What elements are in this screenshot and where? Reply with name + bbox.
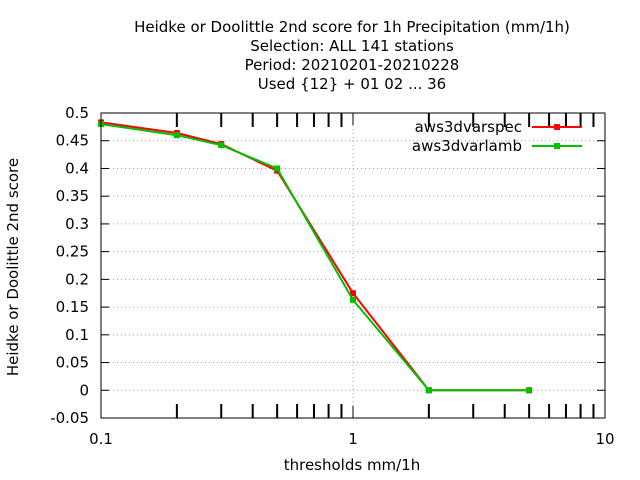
y-tick-label: 0.15 xyxy=(56,298,89,316)
data-point-aws3dvarlamb xyxy=(425,387,432,394)
series-line-aws3dvarspec xyxy=(100,121,530,392)
y-tick-label: 0.4 xyxy=(65,159,89,177)
title-line-1: Heidke or Doolittle 2nd score for 1h Pre… xyxy=(134,18,570,36)
y-tick-label: 0 xyxy=(79,381,89,399)
series-line-aws3dvarlamb xyxy=(100,123,530,392)
y-tick-label: 0.1 xyxy=(65,326,89,344)
plot-frame xyxy=(100,112,606,419)
data-point-aws3dvarlamb xyxy=(526,387,533,394)
legend-label-aws3dvarspec: aws3dvarspec xyxy=(415,118,522,136)
title-line-4: Used {12} + 01 02 ... 36 xyxy=(258,75,446,93)
y-tick-label: 0.45 xyxy=(56,132,89,150)
legend-marker-aws3dvarlamb xyxy=(554,143,560,149)
y-tick-label: 0.3 xyxy=(65,215,89,233)
data-point-aws3dvarlamb xyxy=(173,132,180,139)
tick-labels: -0.05 0 0.05 0.1 0.15 0.2 0.25 0.3 0.35 0.4 0.45 0.… xyxy=(50,104,614,448)
x-tick-label: 10 xyxy=(595,430,614,448)
data-point-aws3dvarlamb xyxy=(218,142,225,149)
legend-marker-aws3dvarspec xyxy=(554,124,560,130)
x-tick-label: 1 xyxy=(348,430,358,448)
y-tick-label: 0.25 xyxy=(56,243,89,261)
data-point-aws3dvarspec xyxy=(350,290,356,297)
y-tick-label: 0.05 xyxy=(56,354,89,372)
legend-label-aws3dvarlamb: aws3dvarlamb xyxy=(412,137,522,155)
series-layer xyxy=(98,119,533,394)
y-tick-label: 0.35 xyxy=(56,187,89,205)
chart-title: Heidke or Doolittle 2nd score for 1h Pre… xyxy=(134,18,570,93)
title-line-3: Period: 20210201-20210228 xyxy=(245,56,460,74)
data-point-aws3dvarlamb xyxy=(350,296,356,303)
y-axis-label: Heidke or Doolittle 2nd score xyxy=(4,158,22,376)
grid xyxy=(101,113,605,418)
data-point-aws3dvarlamb xyxy=(274,165,281,172)
y-tick-label: 0.2 xyxy=(65,270,89,288)
y-tick-label: 0.5 xyxy=(65,104,89,122)
x-axis-label: thresholds mm/1h xyxy=(284,456,421,474)
y-tick-label: -0.05 xyxy=(50,409,89,427)
x-tick-label: 0.1 xyxy=(89,430,113,448)
title-line-2: Selection: ALL 141 stations xyxy=(250,37,454,55)
